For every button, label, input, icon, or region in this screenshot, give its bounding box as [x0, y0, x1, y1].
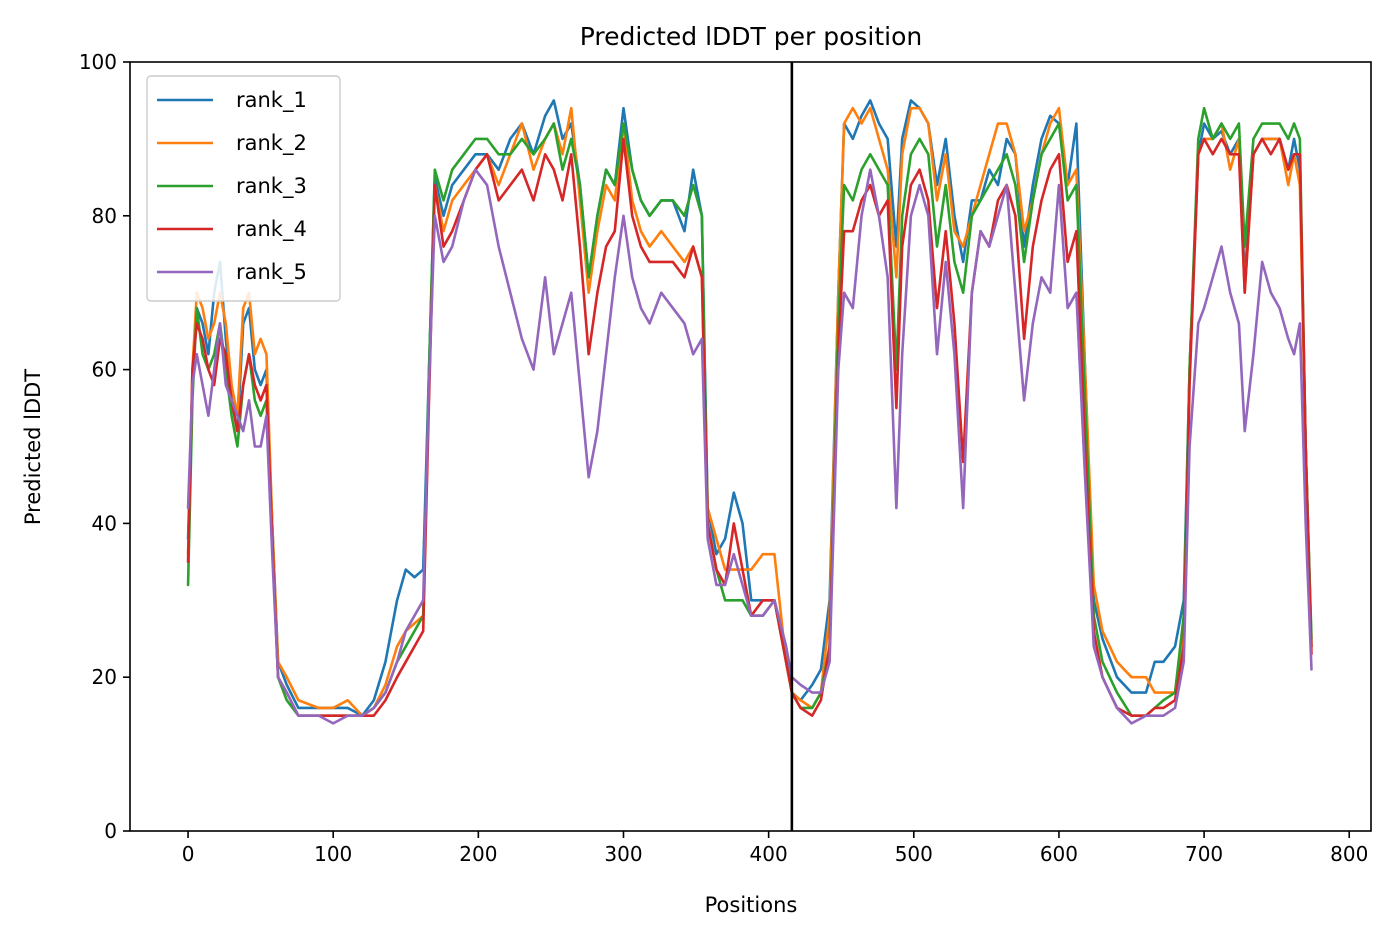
legend-label-rank-3: rank_3 — [236, 174, 307, 199]
x-tick-label: 800 — [1330, 842, 1368, 866]
y-tick-label: 80 — [92, 204, 117, 228]
x-tick-label: 100 — [314, 842, 352, 866]
series-line-rank-5 — [186, 168, 1313, 725]
y-tick-label: 60 — [92, 358, 117, 382]
plot-area — [129, 61, 1372, 832]
plot-frame — [129, 61, 1372, 832]
y-tick-label: 20 — [92, 665, 117, 689]
y-tick-label: 0 — [104, 819, 117, 843]
y-axis-label: Predicted lDDT — [21, 369, 45, 525]
x-tick-label: 300 — [604, 842, 642, 866]
legend-label-rank-5: rank_5 — [236, 260, 307, 285]
x-tick-label: 200 — [459, 842, 497, 866]
series-group — [186, 99, 1313, 725]
chart-title: Predicted lDDT per position — [580, 22, 922, 51]
x-tick-label: 700 — [1185, 842, 1223, 866]
series-line-rank-1 — [186, 99, 1313, 717]
x-tick-label: 400 — [750, 842, 788, 866]
legend-label-rank-2: rank_2 — [236, 131, 307, 156]
x-tick-label: 500 — [895, 842, 933, 866]
y-tick-label: 40 — [92, 511, 117, 535]
legend: rank_1 rank_2 rank_3 rank_4 rank_5 — [146, 75, 341, 302]
x-tick-label: 600 — [1040, 842, 1078, 866]
x-axis: 0 100 200 300 400 500 600 700 800 — [182, 831, 1368, 866]
series-line-rank-2 — [186, 106, 1313, 717]
x-tick-label: 0 — [182, 842, 195, 866]
y-tick-label: 100 — [79, 50, 117, 74]
y-axis: 0 20 40 60 80 100 — [79, 50, 130, 843]
x-axis-label: Positions — [705, 893, 798, 917]
legend-label-rank-4: rank_4 — [236, 217, 307, 242]
legend-label-rank-1: rank_1 — [236, 88, 307, 113]
legend-box — [146, 75, 341, 302]
